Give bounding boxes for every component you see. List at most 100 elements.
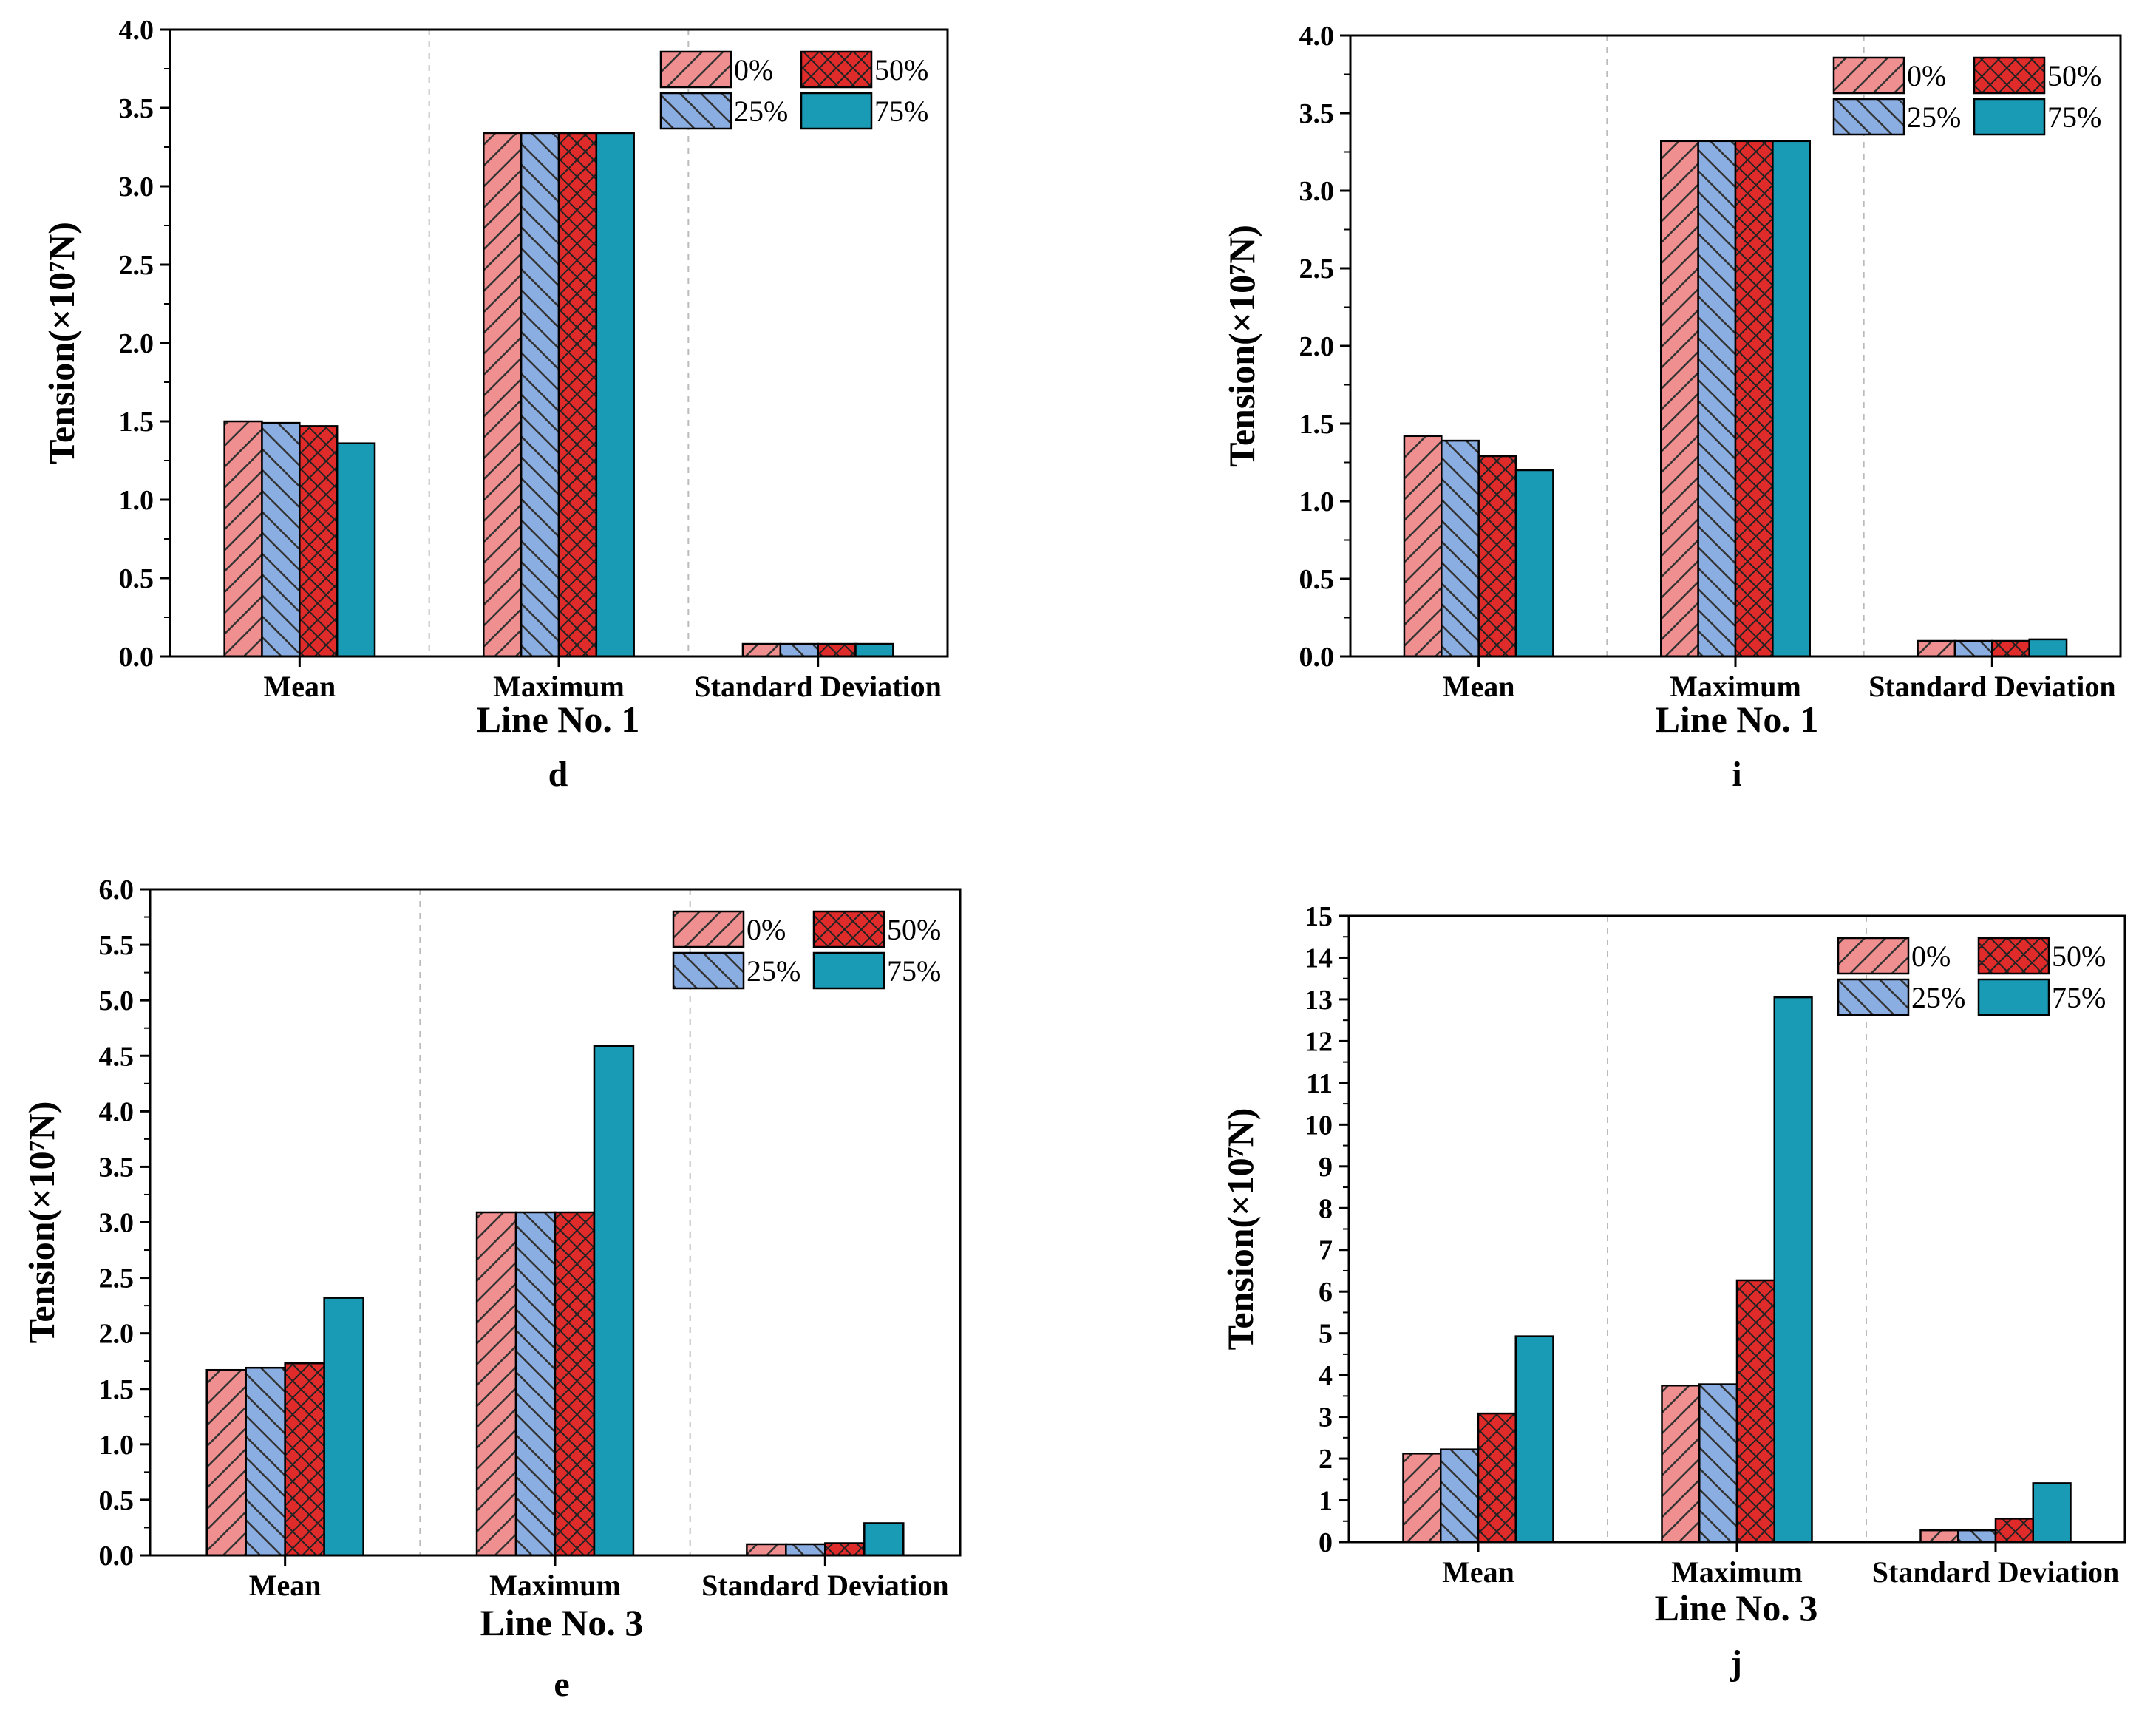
bar-0pct-maximum	[483, 132, 523, 658]
y-tick-label: 6	[1319, 1277, 1333, 1308]
bar-75pct-mean	[1514, 469, 1554, 658]
y-tick-label: 5.0	[99, 985, 135, 1016]
legend-swatch-25pct	[1837, 978, 1910, 1016]
legend-label: 25%	[1907, 101, 1961, 134]
legend-label: 75%	[874, 95, 928, 128]
y-tick-label: 1.5	[1299, 409, 1335, 440]
x-category-label: Maximum	[1670, 670, 1801, 703]
x-category-label: Maximum	[489, 1569, 621, 1602]
legend-swatch-50pct	[812, 910, 885, 948]
legend-label: 0%	[747, 913, 786, 946]
y-tick-label: 2.0	[99, 1319, 135, 1350]
y-tick-label: 0.0	[1299, 642, 1335, 673]
bar-25pct-maximum	[1697, 140, 1737, 658]
chart-panel-d: 0.0 0.5 1.0 1.5 2.0 2.5 3.0 3.5 4.0 Mean Maximum St…	[41, 15, 949, 794]
y-axis-title: Tension(×10⁷N)	[1221, 225, 1262, 467]
y-tick-label: 4.0	[1299, 21, 1335, 52]
x-category-label: Standard Deviation	[694, 670, 942, 703]
bar-0pct-standard-deviation	[1919, 1529, 1959, 1544]
y-axis-title: Tension(×10⁷N)	[41, 222, 82, 464]
y-axis-title: Tension(×10⁷N)	[21, 1101, 62, 1344]
bar-0pct-mean	[1402, 1453, 1442, 1544]
x-category-label: Standard Deviation	[701, 1569, 949, 1602]
bar-75pct-maximum	[1772, 140, 1811, 658]
x-category-label: Standard Deviation	[1872, 1555, 2120, 1589]
y-tick-label: 14	[1305, 943, 1333, 974]
legend-label: 0%	[734, 53, 773, 86]
bar-50pct-mean	[1477, 455, 1517, 658]
x-category-label: Mean	[263, 670, 336, 703]
bar-25pct-standard-deviation	[1953, 639, 1993, 658]
y-tick-label: 1.5	[99, 1374, 135, 1405]
panel-letter: d	[548, 755, 568, 794]
legend-swatch-25pct	[1832, 98, 1905, 136]
y-tick-label: 2.5	[99, 1263, 135, 1294]
bar-25pct-maximum	[1698, 1383, 1738, 1544]
x-category-label: Mean	[249, 1569, 322, 1602]
bar-0pct-maximum	[1661, 1385, 1701, 1544]
y-tick-label: 4.0	[99, 1096, 135, 1127]
legend-label: 75%	[887, 954, 941, 988]
legend-label: 25%	[747, 954, 800, 988]
y-tick-label: 0.5	[99, 1485, 135, 1516]
legend-label: 50%	[2052, 940, 2106, 973]
bar-75pct-maximum	[1773, 996, 1813, 1544]
y-tick-label: 4	[1319, 1360, 1333, 1391]
x-axis-title: Line No. 3	[480, 1602, 644, 1643]
y-tick-label: 1.5	[119, 407, 154, 438]
bar-25pct-standard-deviation	[1957, 1529, 1997, 1544]
bar-25pct-maximum	[514, 1211, 557, 1557]
y-tick-label: 0	[1319, 1527, 1333, 1558]
bar-0pct-standard-deviation	[741, 642, 782, 658]
x-axis-title: Line No. 3	[1655, 1587, 1818, 1629]
y-tick-label: 10	[1305, 1110, 1333, 1141]
y-tick-label: 4.0	[119, 15, 154, 46]
legend-swatch-50pct	[800, 50, 873, 89]
legend-swatch-75pct	[1973, 98, 2046, 136]
bar-50pct-standard-deviation	[1991, 639, 2030, 658]
bar-50pct-standard-deviation	[1994, 1518, 2034, 1544]
y-tick-label: 3.0	[119, 172, 154, 203]
y-tick-label: 2.0	[119, 328, 154, 359]
y-tick-label: 0.0	[99, 1541, 135, 1572]
bar-0pct-maximum	[1660, 140, 1699, 658]
legend-label: 75%	[2047, 101, 2101, 134]
y-tick-label: 8	[1319, 1193, 1333, 1224]
bar-0pct-maximum	[475, 1211, 517, 1557]
bar-25pct-standard-deviation	[785, 1543, 826, 1557]
bar-50pct-standard-deviation	[817, 642, 857, 658]
legend-label: 75%	[2052, 981, 2106, 1014]
y-tick-label: 0.5	[1299, 564, 1335, 595]
y-tick-label: 15	[1305, 901, 1333, 932]
y-tick-label: 1	[1319, 1486, 1333, 1517]
y-tick-label: 0.5	[119, 563, 154, 594]
legend-swatch-75pct	[800, 92, 873, 130]
y-tick-label: 2	[1319, 1444, 1333, 1475]
y-tick-label: 2.0	[1299, 331, 1335, 362]
legend-label: 0%	[1911, 940, 1951, 973]
bar-50pct-maximum	[1734, 140, 1774, 658]
y-tick-label: 0.0	[119, 642, 154, 673]
legend-label: 25%	[734, 95, 788, 128]
y-tick-label: 3.5	[119, 93, 154, 124]
legend-swatch-0pct	[1837, 937, 1910, 975]
y-tick-label: 1.0	[1299, 486, 1335, 517]
legend-label: 50%	[874, 53, 928, 86]
bar-75pct-standard-deviation	[2032, 1482, 2072, 1544]
bar-25pct-mean	[1440, 1448, 1480, 1544]
chart-panel-i: 0.0 0.5 1.0 1.5 2.0 2.5 3.0 3.5 4.0 Mean Maximum St…	[1221, 21, 2122, 794]
legend-swatch-0pct	[672, 910, 745, 948]
legend-swatch-50pct	[1973, 56, 2046, 95]
bar-75pct-maximum	[595, 132, 635, 658]
y-tick-label: 9	[1319, 1152, 1333, 1183]
x-category-label: Mean	[1443, 670, 1515, 703]
y-tick-label: 3	[1319, 1402, 1333, 1433]
bar-75pct-standard-deviation	[854, 642, 894, 658]
y-tick-label: 2.5	[1299, 254, 1335, 285]
y-tick-label: 7	[1319, 1235, 1333, 1266]
bar-0pct-mean	[205, 1368, 247, 1557]
y-tick-label: 4.5	[99, 1041, 135, 1072]
y-tick-label: 3.0	[1299, 176, 1335, 207]
y-tick-label: 5	[1319, 1319, 1333, 1350]
y-tick-label: 3.0	[99, 1208, 135, 1239]
